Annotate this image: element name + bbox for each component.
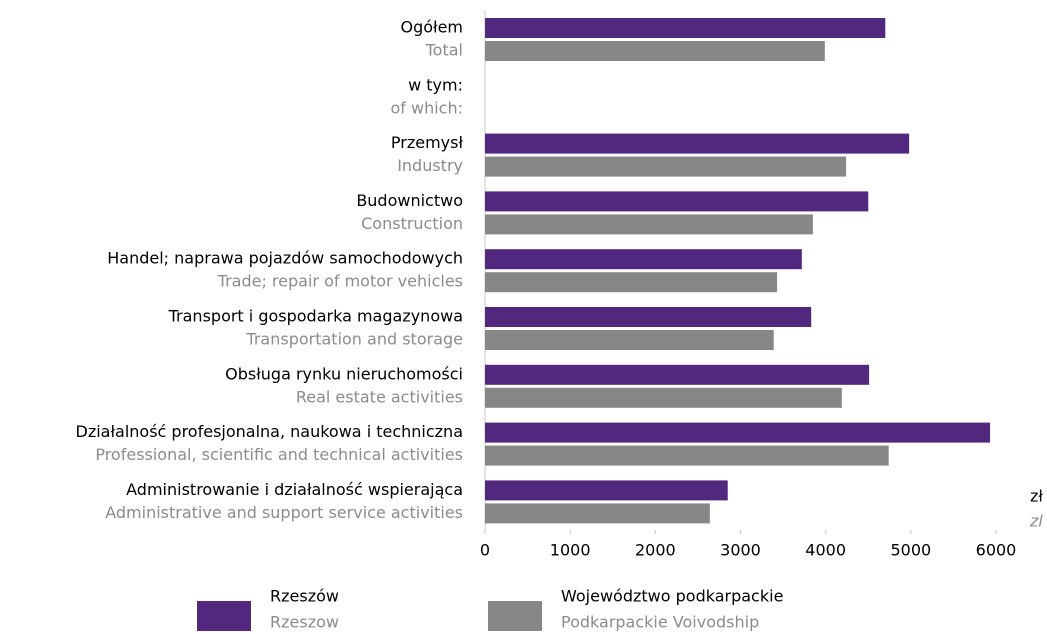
bar: [485, 18, 886, 38]
bar: [485, 249, 802, 270]
legend-label: Rzeszów: [270, 587, 339, 606]
x-tick-label: 5000: [890, 541, 931, 560]
category-label: Przemysł: [391, 133, 464, 152]
category-label: Ogółem: [400, 18, 463, 37]
x-tick-label: 4000: [805, 541, 846, 560]
bar: [485, 214, 813, 235]
bar: [485, 364, 870, 385]
legend-label-en: Rzeszow: [270, 613, 339, 632]
bar: [485, 272, 778, 293]
bar: [485, 133, 910, 154]
category-label-en: Professional, scientific and technical a…: [95, 445, 463, 464]
category-label: w tym:: [408, 75, 463, 94]
legend-swatch: [197, 601, 251, 631]
legend-label-en: Podkarpackie Voivodship: [561, 613, 759, 632]
bar: [485, 191, 869, 212]
category-label: Handel; naprawa pojazdów samochodowych: [107, 249, 463, 268]
x-tick-label: 2000: [635, 541, 676, 560]
bar: [485, 156, 847, 177]
bar: [485, 445, 889, 466]
unit-label-en: zl: [1029, 512, 1043, 531]
category-label-en: Industry: [397, 156, 463, 175]
bar: [485, 503, 710, 524]
bar: [485, 41, 825, 61]
category-label-en: Total: [425, 41, 463, 60]
category-label-en: of which:: [390, 98, 463, 117]
bar: [485, 422, 991, 443]
x-tick-label: 0: [480, 541, 490, 560]
category-label: Działalność profesjonalna, naukowa i tec…: [76, 422, 464, 441]
category-label: Obsługa rynku nieruchomości: [225, 364, 463, 383]
bar: [485, 307, 812, 327]
x-tick-label: 1000: [550, 541, 591, 560]
category-label-en: Construction: [361, 214, 463, 233]
category-label: Transport i gospodarka magazynowa: [168, 307, 463, 326]
bar: [485, 330, 774, 350]
category-label: Administrowanie i działalność wspierając…: [126, 480, 463, 499]
bar: [485, 387, 842, 408]
unit-label: zł: [1030, 487, 1043, 506]
category-label-en: Trade; repair of motor vehicles: [217, 272, 463, 291]
category-label-en: Administrative and support service activ…: [105, 503, 463, 522]
x-tick-label: 6000: [976, 541, 1017, 560]
category-label-en: Transportation and storage: [245, 330, 463, 349]
legend-label: Województwo podkarpackie: [561, 587, 783, 606]
x-tick-label: 3000: [720, 541, 761, 560]
legend-swatch: [488, 601, 542, 631]
category-label-en: Real estate activities: [296, 387, 463, 406]
bar: [485, 480, 728, 501]
category-label: Budownictwo: [356, 191, 463, 210]
